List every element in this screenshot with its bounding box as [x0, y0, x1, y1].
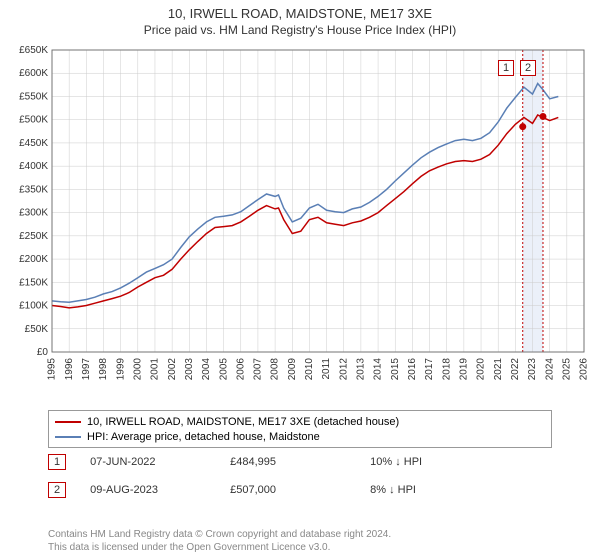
- svg-text:£400K: £400K: [19, 161, 48, 172]
- svg-text:£150K: £150K: [19, 277, 48, 288]
- svg-text:£0: £0: [37, 347, 49, 358]
- data-row-1-delta: 10% ↓ HPI: [370, 456, 510, 468]
- legend-row-2: HPI: Average price, detached house, Maid…: [55, 429, 545, 444]
- data-row-2: 2 09-AUG-2023 £507,000 8% ↓ HPI: [48, 482, 510, 498]
- svg-text:£650K: £650K: [19, 45, 48, 56]
- title-line-1: 10, IRWELL ROAD, MAIDSTONE, ME17 3XE: [0, 6, 600, 21]
- svg-text:£550K: £550K: [19, 91, 48, 102]
- legend-label-2: HPI: Average price, detached house, Maid…: [87, 431, 320, 443]
- data-row-2-date: 09-AUG-2023: [90, 484, 230, 496]
- svg-text:£500K: £500K: [19, 115, 48, 126]
- svg-text:2003: 2003: [184, 358, 195, 381]
- svg-text:£50K: £50K: [25, 324, 49, 335]
- svg-text:2024: 2024: [544, 358, 555, 381]
- svg-text:2011: 2011: [321, 358, 332, 380]
- legend-label-1: 10, IRWELL ROAD, MAIDSTONE, ME17 3XE (de…: [87, 416, 399, 428]
- footer: Contains HM Land Registry data © Crown c…: [48, 528, 391, 554]
- svg-text:2018: 2018: [441, 358, 452, 381]
- svg-text:2004: 2004: [201, 358, 212, 381]
- title-line-2: Price paid vs. HM Land Registry's House …: [0, 23, 600, 37]
- marker-box-2: 2: [520, 60, 536, 76]
- svg-text:2007: 2007: [253, 358, 264, 381]
- svg-text:1999: 1999: [115, 358, 126, 381]
- legend-swatch-1: [55, 421, 81, 423]
- legend-swatch-2: [55, 436, 81, 438]
- svg-text:£300K: £300K: [19, 208, 48, 219]
- data-row-2-price: £507,000: [230, 484, 370, 496]
- svg-text:2022: 2022: [510, 358, 521, 381]
- svg-text:1997: 1997: [81, 358, 92, 381]
- svg-text:£100K: £100K: [19, 301, 48, 312]
- data-row-1-idx: 1: [48, 454, 66, 470]
- data-row-1-price: £484,995: [230, 456, 370, 468]
- svg-text:2009: 2009: [287, 358, 298, 381]
- svg-text:1996: 1996: [64, 358, 75, 381]
- data-row-2-idx: 2: [48, 482, 66, 498]
- legend-row-1: 10, IRWELL ROAD, MAIDSTONE, ME17 3XE (de…: [55, 414, 545, 429]
- svg-text:2002: 2002: [167, 358, 178, 381]
- svg-text:£450K: £450K: [19, 138, 48, 149]
- svg-text:2012: 2012: [338, 358, 349, 381]
- svg-text:£600K: £600K: [19, 68, 48, 79]
- svg-text:2025: 2025: [561, 358, 572, 381]
- svg-text:2016: 2016: [407, 358, 418, 381]
- marker-box-1: 1: [498, 60, 514, 76]
- data-row-1-date: 07-JUN-2022: [90, 456, 230, 468]
- chart-svg: £0 £50K £100K £150K £200K £250K £300K £350K £400…: [8, 44, 592, 404]
- svg-text:2006: 2006: [235, 358, 246, 381]
- svg-text:2026: 2026: [579, 358, 590, 381]
- svg-text:£350K: £350K: [19, 184, 48, 195]
- svg-text:2001: 2001: [150, 358, 161, 381]
- svg-text:2023: 2023: [527, 358, 538, 381]
- data-row-2-delta: 8% ↓ HPI: [370, 484, 510, 496]
- data-row-1: 1 07-JUN-2022 £484,995 10% ↓ HPI: [48, 454, 510, 470]
- svg-text:2015: 2015: [390, 358, 401, 381]
- svg-text:2014: 2014: [373, 358, 384, 381]
- svg-text:1995: 1995: [47, 358, 58, 381]
- svg-text:2013: 2013: [356, 358, 367, 381]
- svg-text:2021: 2021: [493, 358, 504, 381]
- svg-text:2020: 2020: [476, 358, 487, 381]
- chart-area: £0 £50K £100K £150K £200K £250K £300K £350K £400…: [8, 44, 592, 404]
- svg-text:2017: 2017: [424, 358, 435, 381]
- svg-text:2005: 2005: [218, 358, 229, 381]
- svg-text:2019: 2019: [459, 358, 470, 381]
- footer-line-1: Contains HM Land Registry data © Crown c…: [48, 528, 391, 541]
- svg-text:2000: 2000: [132, 358, 143, 381]
- svg-text:£250K: £250K: [19, 231, 48, 242]
- svg-text:£200K: £200K: [19, 254, 48, 265]
- footer-line-2: This data is licensed under the Open Gov…: [48, 541, 391, 554]
- chart-title: 10, IRWELL ROAD, MAIDSTONE, ME17 3XE Pri…: [0, 0, 600, 37]
- svg-text:2008: 2008: [270, 358, 281, 381]
- svg-text:1998: 1998: [98, 358, 109, 381]
- legend: 10, IRWELL ROAD, MAIDSTONE, ME17 3XE (de…: [48, 410, 552, 448]
- svg-text:2010: 2010: [304, 358, 315, 381]
